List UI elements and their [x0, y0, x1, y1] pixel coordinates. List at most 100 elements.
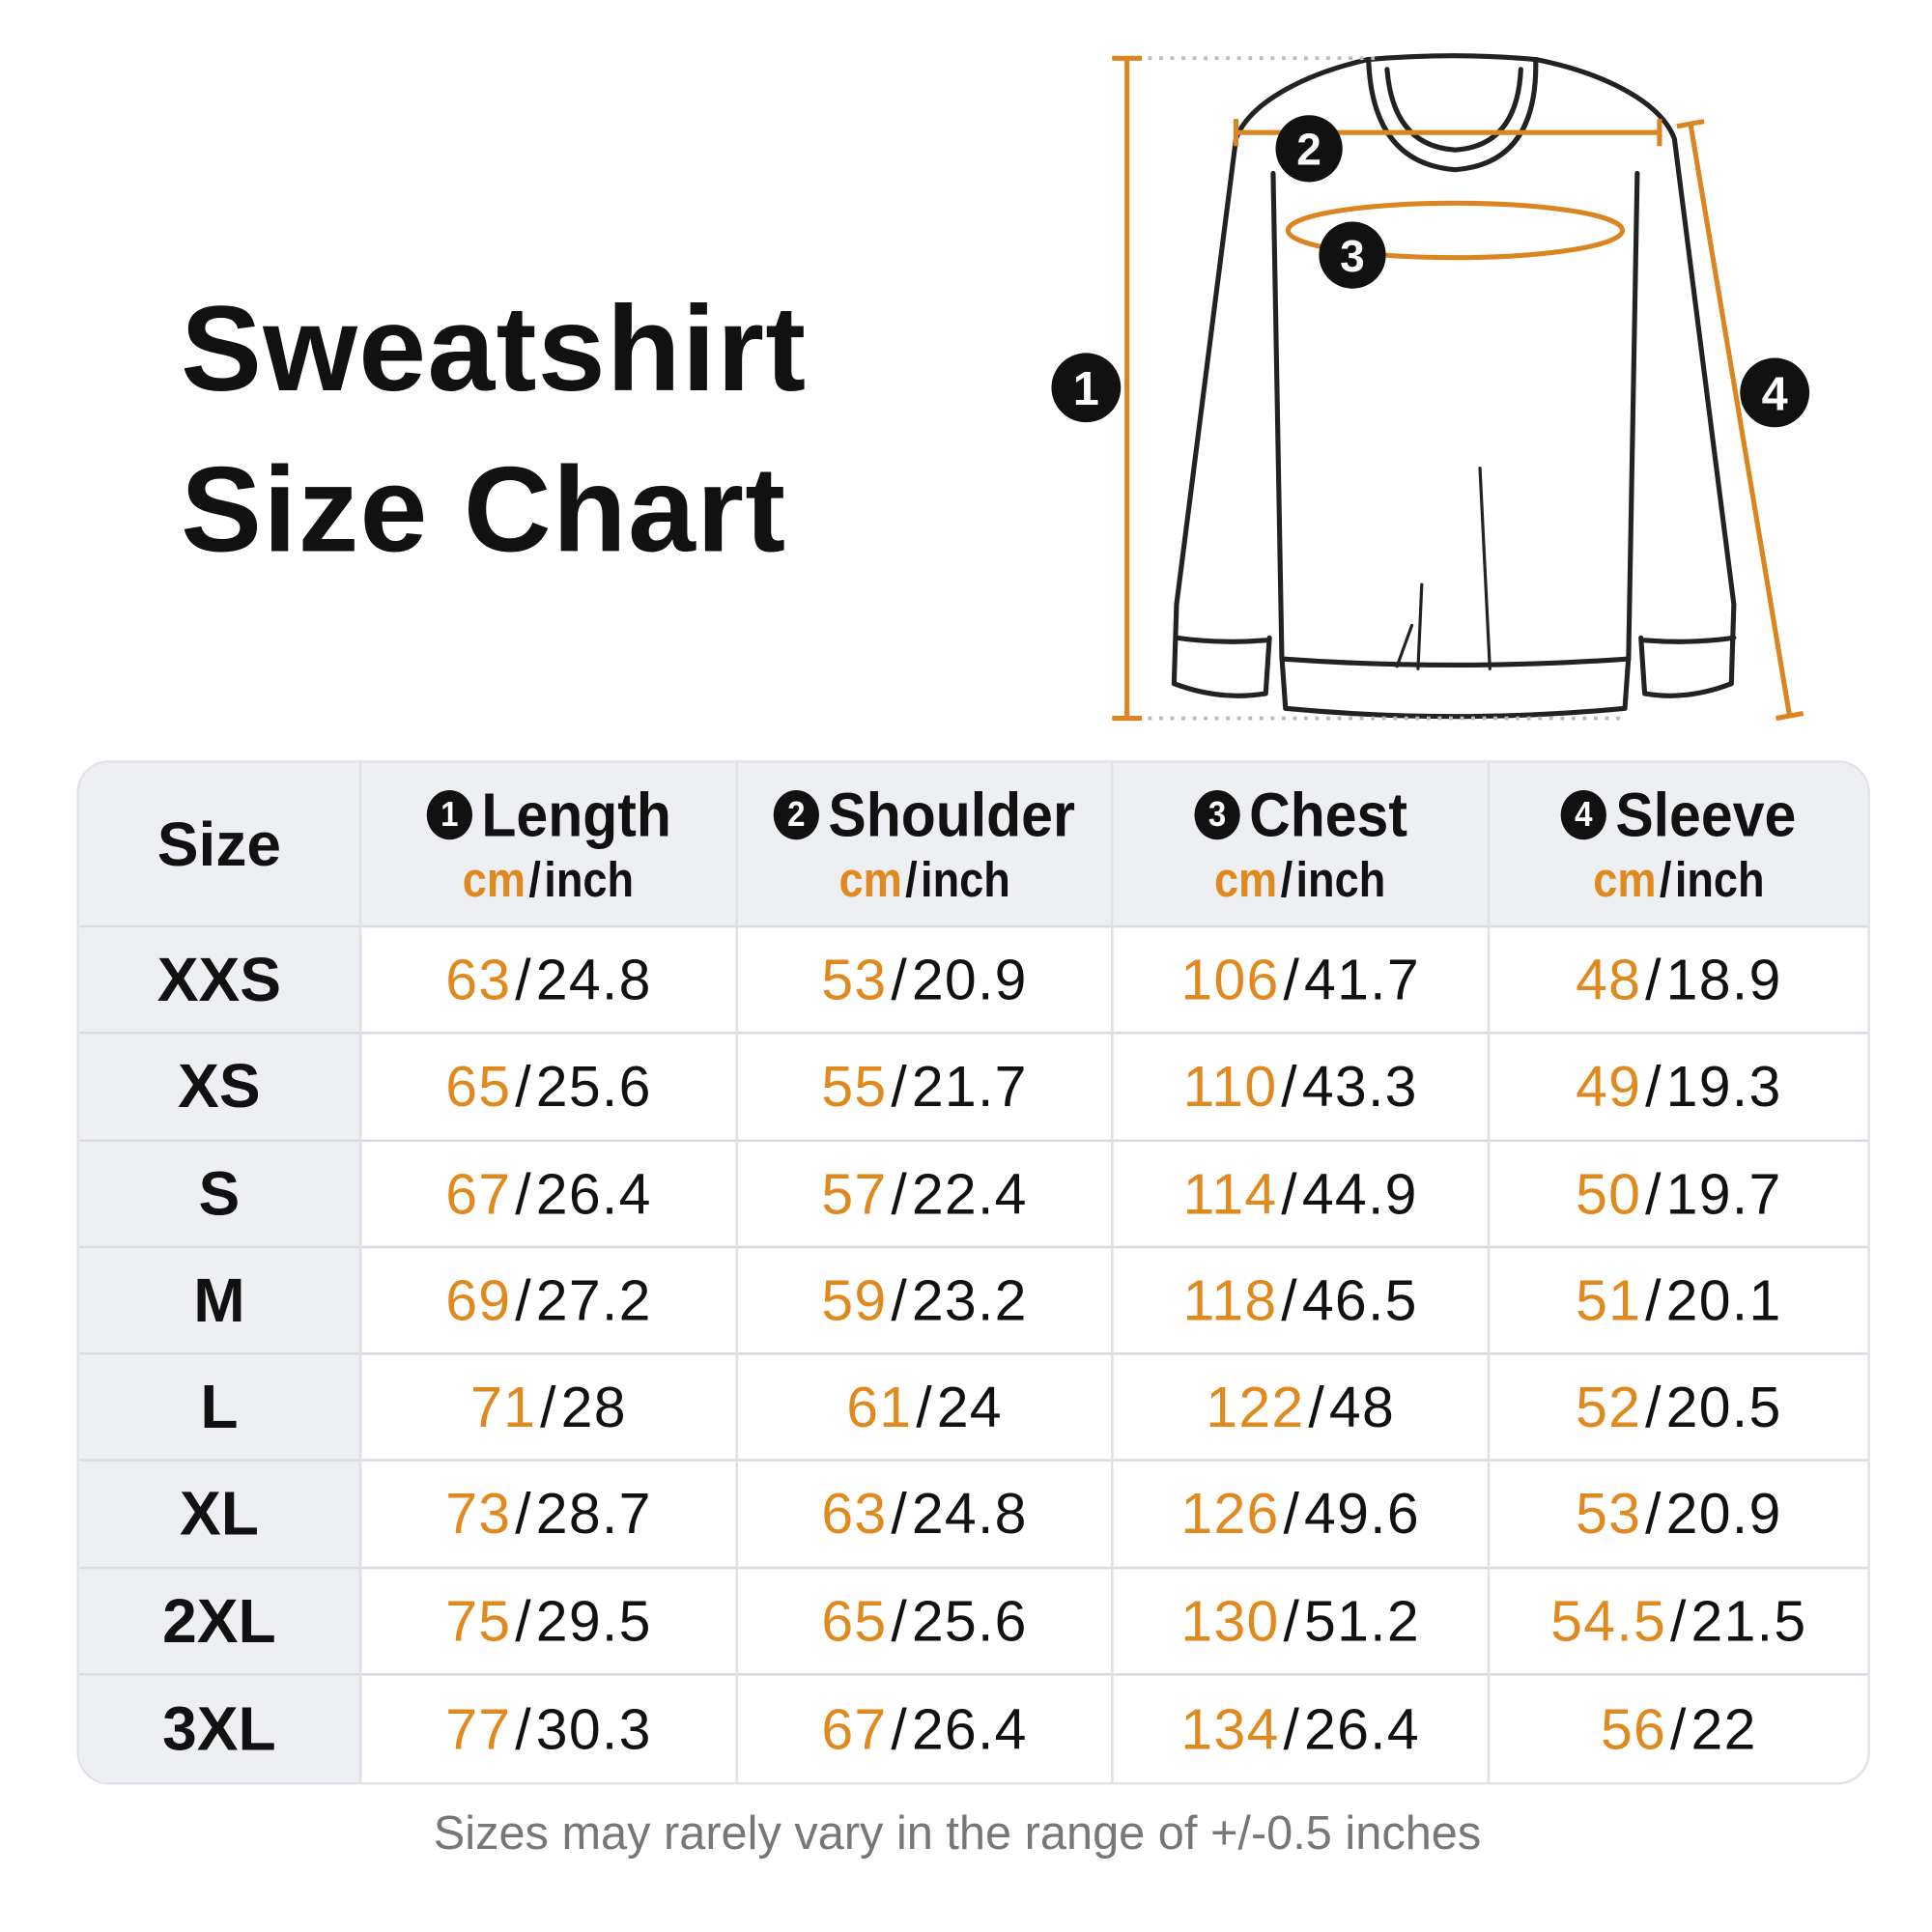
measurement-cell: 50/19.7 [1490, 1141, 1868, 1248]
value-cm: 67 [821, 1696, 888, 1761]
value-cm: 63 [821, 1481, 888, 1547]
column-title: 1 Length [426, 779, 671, 850]
value-cm: 110 [1182, 1054, 1278, 1120]
measurement-cell: 52/20.5 [1490, 1355, 1868, 1463]
svg-text:3: 3 [1340, 231, 1365, 281]
column-header-length: 1 Length cm/inch [361, 762, 739, 928]
value-separator: / [515, 947, 532, 1012]
unit-separator: / [1659, 853, 1672, 908]
column-name: Chest [1248, 780, 1407, 850]
value-inch: 24.8 [911, 1481, 1028, 1547]
value-inch: 25.6 [535, 1054, 652, 1120]
size-label-cell: M [79, 1247, 362, 1355]
size-label: M [193, 1265, 245, 1335]
value-inch: 30.3 [535, 1696, 652, 1761]
value-separator: / [540, 1375, 557, 1439]
measurement-cell: 65/25.6 [361, 1034, 739, 1142]
column-title: 4 Sleeve [1561, 779, 1797, 850]
value-separator: / [1645, 947, 1662, 1012]
value-separator: / [891, 1481, 909, 1547]
value-cm: 63 [445, 947, 512, 1012]
value-cm: 118 [1182, 1267, 1278, 1333]
value-cm: 56 [1600, 1696, 1667, 1761]
value-cm: 52 [1576, 1375, 1642, 1439]
size-label: XS [178, 1051, 261, 1122]
unit-label: cm/inch [838, 853, 1009, 909]
column-header-sleeve: 4 Sleeve cm/inch [1490, 762, 1868, 928]
size-label-cell: XS [79, 1034, 362, 1142]
value-separator: / [1283, 1696, 1301, 1761]
unit-inch: inch [544, 853, 635, 908]
value-inch: 23.2 [911, 1267, 1028, 1333]
measurement-cell: 71/28 [361, 1354, 739, 1463]
measurement-cell: 59/23.2 [738, 1247, 1114, 1355]
value-inch: 44.9 [1301, 1161, 1418, 1226]
value-inch: 26.4 [911, 1696, 1028, 1761]
size-label: S [198, 1158, 241, 1229]
value-separator: / [891, 1588, 909, 1654]
value-separator: / [1669, 1696, 1688, 1761]
measurement-cell: 53/20.9 [738, 927, 1114, 1035]
unit-cm: cm [1214, 853, 1278, 908]
measurement-cell: 106/41.7 [1113, 927, 1491, 1035]
size-label-cell: L [79, 1354, 362, 1463]
value-separator: / [1283, 1588, 1301, 1654]
value-cm: 106 [1180, 947, 1280, 1012]
size-label: XXS [156, 945, 282, 1015]
svg-text:2: 2 [1296, 125, 1321, 175]
size-label-cell: 3XL [79, 1675, 362, 1782]
unit-label: cm/inch [1593, 853, 1764, 909]
title-line-1: Sweatshirt [181, 279, 808, 416]
number-badge-icon: 3 [1193, 789, 1240, 840]
value-inch: 22 [1690, 1696, 1757, 1761]
measurement-cell: 110/43.3 [1113, 1034, 1491, 1142]
value-separator: / [1645, 1054, 1662, 1120]
value-inch: 28.7 [535, 1481, 652, 1547]
value-inch: 26.4 [1303, 1696, 1420, 1761]
value-cm: 65 [445, 1054, 512, 1120]
value-separator: / [515, 1054, 532, 1120]
measurement-cell: 77/30.3 [361, 1675, 739, 1782]
value-separator: / [1283, 1481, 1301, 1547]
value-inch: 49.6 [1303, 1481, 1420, 1547]
value-separator: / [891, 1161, 909, 1226]
value-inch: 20.9 [1665, 1481, 1782, 1547]
value-separator: / [1308, 1375, 1326, 1439]
value-inch: 19.3 [1665, 1054, 1782, 1120]
measurement-cell: 126/49.6 [1113, 1462, 1491, 1569]
marker-2: 2 [1275, 115, 1343, 183]
size-label: XL [179, 1479, 259, 1549]
column-title: 3 Chest [1193, 779, 1407, 850]
value-cm: 114 [1182, 1161, 1278, 1226]
measurement-cell: 65/25.6 [738, 1568, 1114, 1676]
value-separator: / [515, 1267, 532, 1333]
number-badge-icon: 1 [426, 789, 472, 840]
unit-inch: inch [1296, 853, 1386, 908]
value-inch: 46.5 [1301, 1267, 1418, 1333]
unit-cm: cm [838, 853, 902, 908]
value-inch: 25.6 [911, 1588, 1028, 1654]
size-label-cell: XL [79, 1462, 362, 1569]
measurement-cell: 51/20.1 [1490, 1248, 1868, 1355]
value-separator: / [515, 1481, 532, 1547]
value-cm: 48 [1576, 947, 1642, 1012]
value-separator: / [515, 1588, 532, 1654]
number-badge-icon: 4 [1561, 789, 1607, 840]
value-separator: / [891, 1054, 909, 1120]
measurement-cell: 67/26.4 [738, 1675, 1114, 1782]
value-separator: / [1283, 947, 1301, 1012]
unit-label: cm/inch [1214, 853, 1385, 909]
size-label-cell: 2XL [79, 1568, 362, 1676]
measurement-cell: 63/24.8 [738, 1462, 1114, 1569]
column-name: Length [480, 780, 671, 850]
size-label: 2XL [162, 1585, 276, 1656]
measurement-cell: 63/24.8 [361, 927, 739, 1035]
value-inch: 41.7 [1303, 947, 1420, 1012]
value-cm: 55 [821, 1054, 888, 1120]
unit-inch: inch [920, 853, 1010, 908]
measurement-cell: 73/28.7 [361, 1462, 739, 1569]
value-cm: 67 [445, 1161, 512, 1226]
value-inch: 43.3 [1301, 1054, 1418, 1120]
column-name: Sleeve [1615, 780, 1797, 850]
value-cm: 73 [445, 1481, 512, 1547]
